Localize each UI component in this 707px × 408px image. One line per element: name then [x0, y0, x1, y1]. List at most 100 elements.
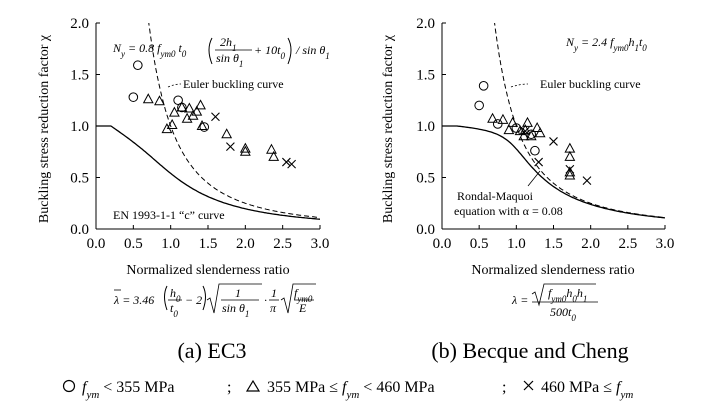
design-curve-annotation-label: EN 1993-1-1 “c” curve: [113, 208, 225, 222]
data-point-cross: [582, 176, 592, 185]
svg-text:E: E: [298, 301, 307, 315]
data-point-triangle: [154, 95, 165, 106]
data-point-triangle: [176, 101, 188, 112]
data-point-triangle: [497, 113, 509, 124]
data-point-circle: [530, 145, 540, 156]
panel-b: 0.0 0.5 1.0 1.5 2.0 2.5 3.0 0.0 0.5 1.0 1.5 2.0 Eule…: [381, 16, 675, 363]
y-tick-label: 1.5: [70, 68, 89, 84]
y-axis-label-a: Buckling stress reduction factor χ: [37, 34, 52, 223]
x-tick-label: 0.0: [87, 236, 106, 252]
legend-separator-2: ;: [502, 379, 506, 396]
design-curve: [96, 125, 320, 220]
svg-text:h0: h0: [170, 286, 181, 304]
caption-b: (b) Becque and Cheng: [431, 338, 628, 363]
resistance-formula-a: Ny = 0.8 fym0 t0 2h1 sin θ1 + 10t0 / sin…: [112, 35, 330, 69]
data-point-triangle: [564, 169, 576, 180]
data-point-cross: [549, 137, 558, 146]
x-tick-label: 0.0: [433, 236, 452, 252]
data-point-triangle: [239, 145, 251, 156]
plot-area-a: 0.0 0.5 1.0 1.5 2.0 2.5 3.0 0.0 0.5 1.0 1.5 2.0 Eule…: [70, 16, 329, 252]
svg-text:λ =: λ =: [511, 293, 528, 307]
euler-annotation-label: Euler buckling curve: [540, 77, 641, 91]
y-tick-label: 2.0: [416, 16, 435, 32]
y-tick-label: 0.0: [416, 222, 435, 238]
legend-triangle-marker: [245, 379, 261, 392]
svg-text:t0: t0: [170, 301, 178, 319]
data-point-circle: [526, 129, 537, 140]
euler-annotation-label: Euler buckling curve: [183, 77, 284, 91]
slenderness-formula-a: λ = 3.46 h0 t0 − 2 1 sin θ1 · 1 π fym0 E: [113, 283, 316, 319]
panel-a: 0.0 0.5 1.0 1.5 2.0 2.5 3.0 0.0 0.5 1.0 1.5 2.0 Eule…: [37, 16, 330, 363]
svg-text:·: ·: [264, 293, 267, 307]
legend-cross-label: 460 MPa ≤ fym: [541, 379, 633, 401]
data-point-triangle: [239, 142, 251, 153]
resistance-formula-b: Ny = 2.4 fym0h1t0: [565, 35, 647, 53]
data-point-cross: [287, 159, 297, 169]
data-point-triangle: [531, 122, 543, 133]
data-point-cross: [534, 157, 544, 167]
data-point-triangle: [196, 119, 208, 130]
data-point-triangle: [564, 150, 576, 161]
data-point-triangle: [221, 128, 233, 139]
data-point-cross: [565, 164, 575, 174]
legend-circle-marker: [62, 379, 76, 393]
data-point-cross: [211, 112, 220, 122]
design-curve-annotation-line1: Rondal-Maquoi: [457, 189, 534, 203]
data-point-triangle: [168, 106, 180, 117]
data-point-circle: [128, 92, 139, 102]
plot-area-b: 0.0 0.5 1.0 1.5 2.0 2.5 3.0 0.0 0.5 1.0 1.5 2.0 Eule…: [416, 16, 675, 252]
design-curve-annotation-line2: equation with α = 0.08: [454, 204, 563, 218]
data-point-circle: [478, 81, 489, 91]
x-tick-label: 3.0: [656, 236, 675, 252]
svg-text:1: 1: [271, 286, 277, 300]
svg-text:π: π: [270, 301, 277, 315]
data-point-triangle: [507, 116, 519, 127]
data-point-triangle: [266, 143, 277, 154]
data-point-triangle: [195, 99, 206, 110]
x-tick-label: 1.0: [161, 236, 180, 252]
legend-separator-1: ;: [227, 379, 231, 396]
svg-text:λ = 3.46: λ = 3.46: [113, 293, 154, 307]
svg-text:sin θ1: sin θ1: [216, 51, 243, 69]
design-curve: [442, 125, 665, 219]
data-point-circle: [133, 60, 143, 71]
y-axis-label-b: Buckling stress reduction factor χ: [381, 34, 396, 223]
legend: fym < 355 MPa ; 355 MPa ≤ fym < 460 MPa …: [62, 379, 633, 401]
x-axis-label-b: Normalized slenderness ratio: [471, 263, 634, 278]
y-tick-label: 0.5: [70, 171, 89, 187]
svg-text:500t0: 500t0: [550, 305, 576, 323]
data-point-triangle: [487, 112, 498, 123]
svg-text:+ 10t0: + 10t0: [254, 43, 285, 61]
svg-text:− 2: − 2: [185, 293, 202, 307]
x-tick-label: 1.5: [544, 236, 563, 252]
x-tick-label: 2.5: [618, 236, 637, 252]
legend-cross-marker: [523, 380, 534, 391]
design-annotation-leader: [527, 170, 541, 187]
data-point-triangle: [503, 124, 515, 135]
x-tick-label: 0.5: [470, 236, 489, 252]
slenderness-formula-b: λ = fym0h0h1 500t0: [511, 283, 598, 323]
data-point-circle: [199, 122, 210, 132]
x-tick-label: 2.5: [273, 236, 292, 252]
y-tick-label: 0.0: [70, 222, 89, 238]
y-tick-label: 1.5: [416, 68, 435, 84]
y-tick-label: 1.0: [416, 119, 435, 135]
data-point-triangle: [518, 130, 530, 141]
data-point-triangle: [525, 130, 537, 141]
svg-text:sin θ1: sin θ1: [222, 301, 249, 319]
svg-text:fym0h0h1: fym0h0h1: [548, 286, 587, 304]
data-point-cross: [520, 126, 530, 136]
data-point-triangle: [268, 150, 280, 161]
data-point-cross: [226, 142, 235, 151]
data-point-triangle: [166, 118, 178, 129]
x-tick-label: 1.0: [507, 236, 526, 252]
data-point-circle: [492, 119, 503, 129]
svg-text:1: 1: [235, 286, 241, 300]
euler-annotation-leader: [510, 83, 529, 88]
data-point-triangle: [142, 93, 154, 104]
y-tick-label: 1.0: [70, 119, 89, 135]
x-axis-label-a: Normalized slenderness ratio: [126, 263, 289, 278]
data-point-triangle: [522, 116, 533, 127]
data-point-circle: [474, 100, 484, 111]
